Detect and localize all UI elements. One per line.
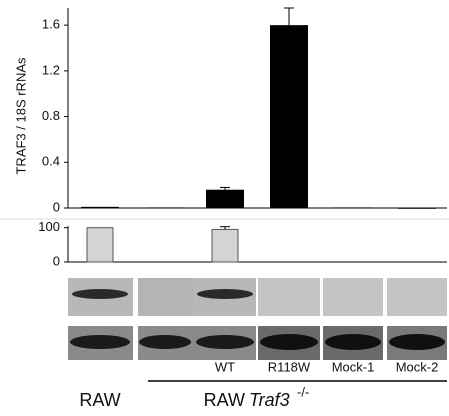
blot-band [260, 334, 318, 350]
y-tick-label: 0.4 [42, 154, 60, 169]
y-axis-label: TRAF3 / 18S rRNAs [13, 57, 28, 175]
blot-lane [258, 278, 320, 316]
blot-band [196, 335, 254, 349]
bar [87, 228, 113, 262]
bar [398, 208, 436, 209]
page: {"chart_data": [ {"type": "bar", "y_labe… [0, 0, 449, 416]
x-tick-label: RAW [79, 390, 120, 410]
x-tick-label: WT [215, 359, 235, 374]
bar [334, 207, 372, 208]
bar [206, 190, 244, 208]
y-tick-label: 1.2 [42, 62, 60, 77]
blot-band [139, 335, 191, 349]
blot-band [70, 335, 130, 349]
blot-band [325, 334, 381, 350]
bar [212, 229, 238, 262]
group-label-gene: Traf3 [249, 390, 290, 410]
y-tick-label: 0 [53, 199, 60, 214]
figure: RAW Traf3 -/- TRAF3 / 18S rRNAs 0 0.4 0.8 1… [0, 0, 449, 416]
blot-lane [387, 278, 447, 316]
y-tick-label: 100 [38, 219, 60, 234]
bar [146, 207, 184, 208]
group-label-sup: -/- [297, 384, 309, 399]
x-tick-label: Mock-1 [332, 359, 375, 374]
group-label: RAW [204, 390, 245, 410]
western-blot [68, 278, 447, 360]
blot-lane [138, 278, 193, 316]
blot-lane [323, 278, 383, 316]
bar [270, 25, 308, 208]
blot-band [72, 289, 128, 299]
y-tick-label: 0 [53, 253, 60, 268]
y-tick-label: 0.8 [42, 108, 60, 123]
blot-band [389, 334, 445, 350]
error-bar [220, 187, 230, 189]
blot-band [197, 289, 253, 299]
x-tick-label: R118W [268, 359, 311, 374]
y-tick-label: 1.6 [42, 17, 60, 32]
error-bar [284, 8, 294, 25]
x-tick-label: Mock-2 [396, 359, 439, 374]
bar [81, 207, 119, 208]
